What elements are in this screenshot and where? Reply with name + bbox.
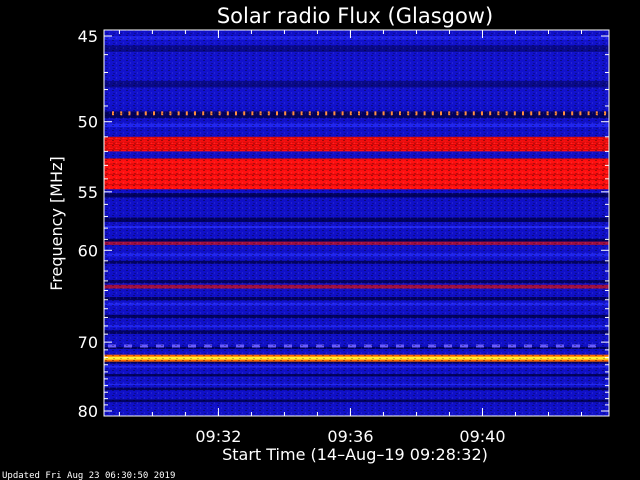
x-tick-label: 09:36 xyxy=(327,427,373,446)
y-tick-label: 45 xyxy=(78,27,98,46)
y-tick-label: 80 xyxy=(78,402,98,421)
y-tick-label: 55 xyxy=(78,183,98,202)
noise-texture xyxy=(104,30,609,416)
y-axis: 45 50 55 60 70 80 xyxy=(78,27,609,421)
x-tick-label: 09:40 xyxy=(459,427,505,446)
x-axis: 09:32 09:36 09:40 xyxy=(118,30,582,446)
y-tick-label: 50 xyxy=(78,113,98,132)
y-tick-label: 60 xyxy=(78,241,98,260)
y-tick-label: 70 xyxy=(78,333,98,352)
chart-title: Solar radio Flux (Glasgow) xyxy=(217,4,493,28)
plot-frame xyxy=(103,29,610,417)
plot-area xyxy=(103,29,610,417)
updated-footer: Updated Fri Aug 23 06:30:50 2019 xyxy=(2,471,175,480)
x-axis-label: Start Time (14–Aug–19 09:28:32) xyxy=(222,445,488,464)
x-tick-label: 09:32 xyxy=(195,427,241,446)
y-axis-label: Frequency [MHz] xyxy=(47,156,66,290)
